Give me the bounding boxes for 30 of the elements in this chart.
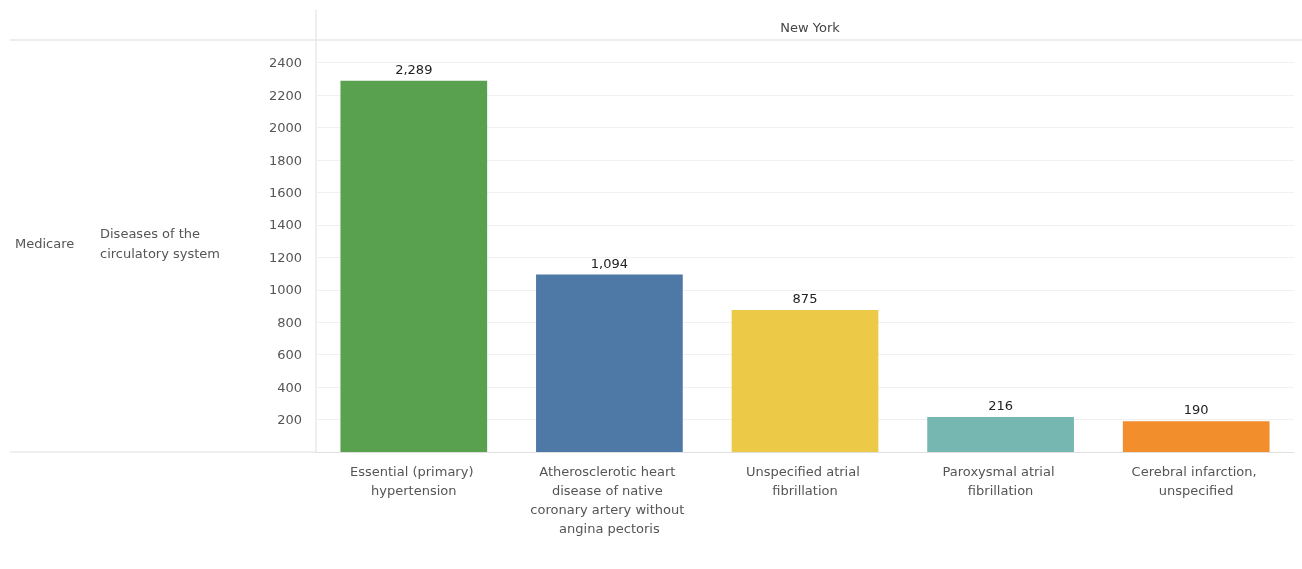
bar <box>927 416 1074 452</box>
y-tick-label: 1800 <box>268 152 302 168</box>
text: Diseases of the circulatory system <box>100 225 221 261</box>
x-tick-label: Cerebral infarction, unspecified <box>1131 464 1261 498</box>
y-tick-label: 800 <box>277 314 302 330</box>
bar <box>731 310 879 452</box>
y-tick-label: 200 <box>277 412 302 428</box>
data-label: 1,094 <box>590 255 629 271</box>
y-tick-label: 1200 <box>268 249 302 265</box>
x-tick-label: Essential (primary) hypertension <box>350 464 478 498</box>
data-label: 2,289 <box>395 61 433 77</box>
text: Medicare <box>15 235 75 251</box>
y-tick-label: 2400 <box>268 55 302 71</box>
x-tick-label: Atherosclerotic heart disease of native coronary artery without angina pectoris <box>530 464 689 536</box>
x-tick-label: Unspecified atrial fibrillation <box>746 464 864 498</box>
y-tick-label: 2000 <box>268 120 302 136</box>
x-tick-label: Paroxysmal atrial fibrillation <box>942 464 1059 498</box>
y-tick-label: 400 <box>277 379 302 395</box>
y-tick-label: 2200 <box>268 87 302 103</box>
bar <box>1122 421 1270 452</box>
y-tick-label: 600 <box>277 347 302 363</box>
bar <box>340 80 488 452</box>
data-label: 875 <box>792 291 818 307</box>
chart-title: New York <box>780 20 841 35</box>
y-tick-label: 1000 <box>268 282 302 298</box>
y-tick-label: 1600 <box>268 184 302 200</box>
y-tick-label: 1400 <box>268 217 302 233</box>
data-label: 216 <box>988 397 1014 413</box>
data-label: 190 <box>1183 402 1209 418</box>
bar <box>536 274 683 452</box>
